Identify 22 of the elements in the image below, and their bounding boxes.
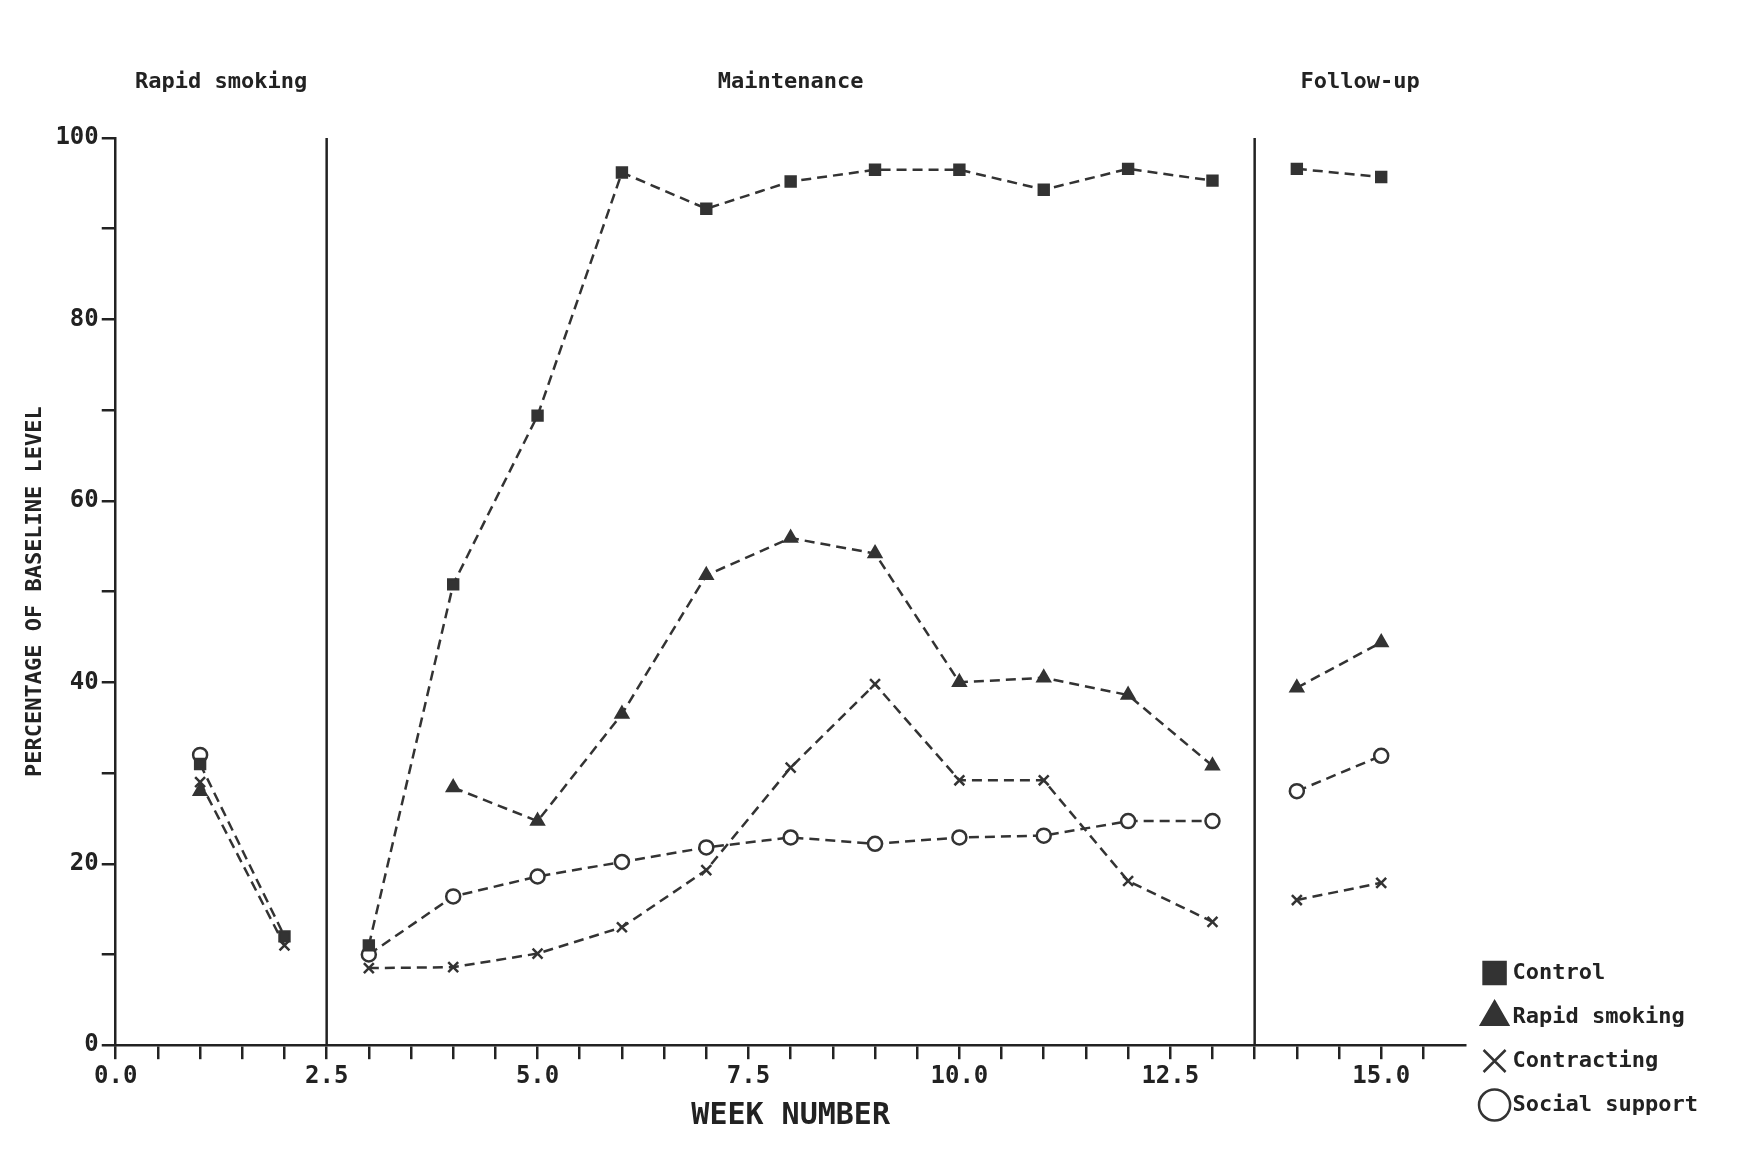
legend-label: Control [1512,958,1606,984]
text: Rapid smoking [135,67,308,93]
text: Follow-up [1300,67,1420,93]
x-tick-label: 0.0 [94,1060,138,1089]
y-tick-label: 20 [69,847,99,876]
x-tick-label: 10.0 [930,1060,989,1089]
x-tick-label: 7.5 [726,1060,771,1089]
x-tick-label: 5.0 [515,1060,560,1089]
x-tick-label: 12.5 [1141,1060,1200,1089]
legend-label: Contracting [1512,1046,1659,1072]
legend-label: Rapid smoking [1512,1002,1685,1028]
y-tick-label: 60 [69,485,99,514]
y-axis-title: PERCENTAGE OF BASELINE LEVEL [20,406,46,778]
x-tick-label: 2.5 [304,1060,349,1089]
x-axis-title: WEEK NUMBER [691,1095,891,1131]
x-tick-label: 15.0 [1352,1060,1411,1089]
legend-label: Social support [1512,1090,1699,1116]
y-tick-label: 80 [69,303,99,332]
text: Maintenance [717,67,864,93]
y-tick-label: 40 [69,666,99,695]
y-tick-label: 100 [55,122,99,151]
y-tick-label: 0 [84,1029,99,1058]
